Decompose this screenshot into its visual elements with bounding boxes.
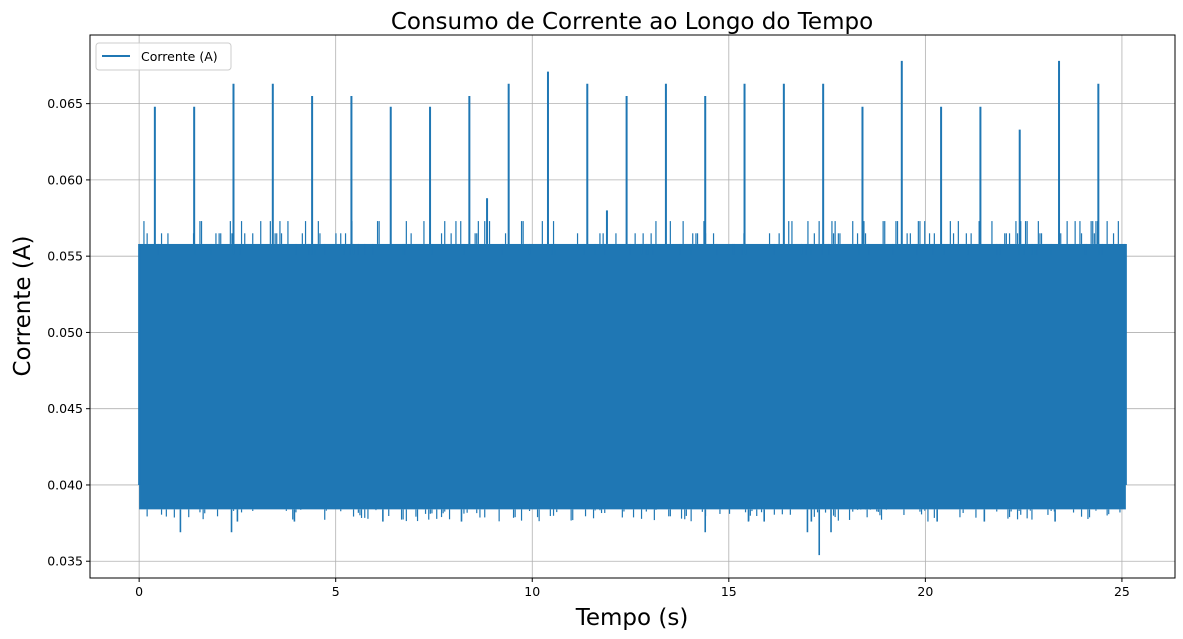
- series-band: [139, 243, 1126, 510]
- y-tick-label: 0.050: [47, 325, 83, 340]
- y-axis-label: Corrente (A): [10, 235, 36, 376]
- series-layer: [138, 60, 1127, 556]
- y-tick-label: 0.040: [47, 477, 83, 492]
- y-tick-label: 0.045: [47, 401, 83, 416]
- y-tick-label: 0.060: [47, 172, 83, 187]
- x-tick-label: 10: [524, 584, 540, 599]
- x-tick-label: 20: [917, 584, 933, 599]
- y-tick-label: 0.065: [47, 96, 83, 111]
- legend-entry: Corrente (A): [141, 49, 218, 64]
- y-tick-label: 0.035: [47, 554, 83, 569]
- ticks: 0 5 10 15 20 25 0.035 0.040 0.045 0.050 0.055 0.060…: [47, 96, 1130, 599]
- legend-box: [95, 42, 232, 71]
- x-axis-label: Tempo (s): [575, 605, 689, 631]
- x-tick-label: 25: [1114, 584, 1130, 599]
- x-tick-label: 15: [721, 584, 737, 599]
- chart-title: Consumo de Corrente ao Longo do Tempo: [391, 9, 873, 35]
- y-tick-label: 0.055: [47, 249, 83, 264]
- x-tick-label: 5: [332, 584, 340, 599]
- legend: Corrente (A): [95, 42, 232, 71]
- plot-frame: [89, 34, 1176, 579]
- x-tick-label: 0: [135, 584, 143, 599]
